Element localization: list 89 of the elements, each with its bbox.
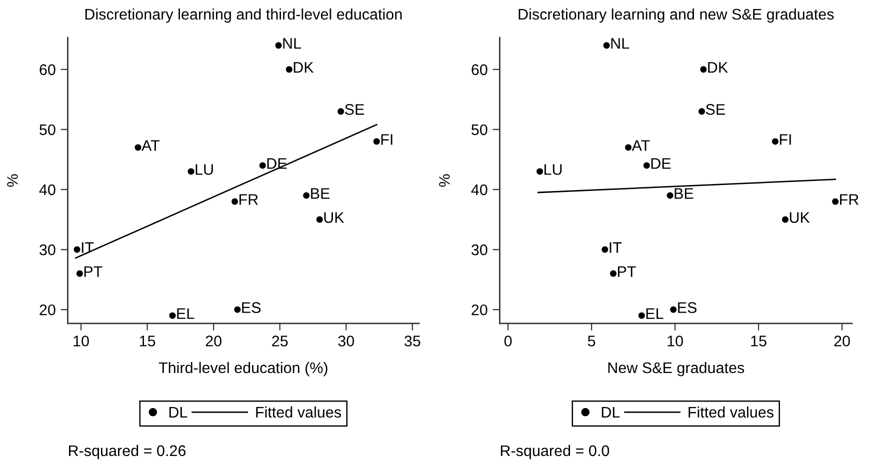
point: [782, 216, 789, 223]
y-tick-label: 20: [40, 304, 56, 316]
y-tick-label: 50: [40, 124, 56, 136]
annotation: AT: [632, 140, 650, 151]
annotation: SE: [706, 104, 725, 115]
annotation: EL: [646, 308, 664, 319]
y-axis-title: %: [439, 174, 450, 187]
y-tick-label: 40: [471, 184, 488, 196]
y-tick-label: 30: [40, 244, 56, 256]
annotation: FR: [240, 194, 258, 205]
annotation: BE: [674, 188, 694, 199]
x-tick-label: 35: [404, 336, 420, 346]
annotation: UK: [790, 212, 810, 223]
x-tick-label: 20: [206, 336, 222, 346]
chart-title: Discretionary learning and new S&E graduates: [518, 8, 834, 23]
annotation: DE: [267, 158, 287, 169]
annotation: BE: [311, 188, 330, 199]
point: [234, 306, 241, 313]
x-tick-label: 10: [74, 336, 89, 346]
annotation: ES: [678, 302, 697, 314]
annotation: LU: [196, 164, 213, 175]
point: [259, 162, 266, 169]
point: [303, 192, 310, 199]
text: R-squared = 0.0: [500, 444, 610, 460]
y-tick-label: 60: [472, 64, 488, 76]
x-tick-label: 15: [140, 336, 156, 346]
y-axis-title: %: [7, 174, 18, 187]
x-tick-label: 20: [834, 336, 850, 346]
annotation: DK: [294, 62, 314, 73]
x-axis-title: Third-level education (%): [158, 362, 328, 376]
point: [698, 108, 706, 115]
point: [536, 168, 544, 175]
point: [666, 192, 674, 199]
y-tick-label: 60: [40, 64, 56, 76]
y-tick-label: 30: [471, 244, 488, 256]
y-tick-label: 40: [39, 184, 56, 196]
point: [700, 66, 707, 73]
annotation: FI: [381, 134, 392, 145]
point: [638, 312, 645, 319]
x-tick-label: 25: [272, 336, 288, 346]
point: [610, 270, 617, 277]
point: [316, 216, 323, 223]
point: [286, 66, 292, 73]
annotation: FI: [780, 134, 791, 145]
point: [772, 138, 778, 145]
chart-title: Discretionary learning and third-level education: [85, 8, 402, 23]
point: [275, 42, 282, 49]
annotation: IT: [610, 242, 622, 253]
x-tick-label: 10: [668, 336, 683, 346]
point: [670, 306, 677, 313]
point: [188, 168, 194, 175]
annotation: PT: [618, 266, 636, 277]
y-tick-label: 20: [472, 304, 488, 316]
point: [832, 198, 839, 205]
annotation: NL: [283, 38, 302, 49]
point: [602, 246, 608, 253]
legend-label: Fitted values: [256, 406, 341, 418]
point: [338, 108, 344, 115]
point: [603, 42, 610, 49]
x-tick-label: 30: [338, 336, 354, 346]
annotation: DE: [651, 158, 671, 169]
y-tick-label: 50: [472, 124, 488, 136]
point: [373, 138, 380, 145]
annotation: EL: [177, 308, 194, 319]
point: [643, 162, 650, 169]
point: [169, 312, 176, 319]
annotation: UK: [324, 212, 344, 223]
annotation: IT: [82, 242, 94, 253]
annotation: DK: [708, 62, 728, 73]
point: [232, 198, 238, 205]
legend-label: Fitted values: [688, 406, 774, 418]
x-tick-label: 0: [504, 336, 512, 346]
annotation: AT: [142, 140, 160, 151]
point: [74, 246, 80, 253]
annotation: NL: [611, 38, 630, 49]
point: [134, 144, 142, 151]
legend-label: DL: [602, 406, 620, 418]
legend-label: DL: [169, 406, 188, 418]
x-tick-label: 5: [588, 336, 596, 346]
text: R-squared = 0.26: [69, 444, 186, 460]
x-axis-title: New S&E graduates: [608, 362, 744, 376]
x-tick-label: 15: [751, 336, 766, 346]
point: [625, 144, 632, 151]
annotation: PT: [84, 266, 102, 277]
point: [76, 270, 83, 277]
annotation: FR: [840, 194, 858, 205]
annotation: SE: [344, 104, 364, 115]
annotation: LU: [544, 164, 562, 175]
annotation: ES: [242, 302, 261, 314]
